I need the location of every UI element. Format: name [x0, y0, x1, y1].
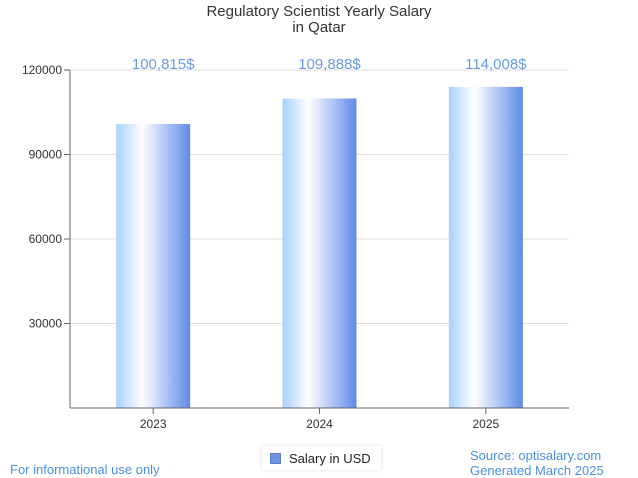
chart-title-line-2: in Qatar	[292, 19, 346, 36]
legend[interactable]: Salary in USD	[262, 446, 381, 470]
x-axis-ticks: 2023 2024 2025	[140, 408, 500, 431]
source-info: Source: optisalary.com Generated March 2…	[470, 448, 604, 478]
data-labels: 100,815$ 109,888$ 114,008$	[132, 56, 527, 73]
legend-label: Salary in USD	[289, 450, 371, 466]
y-tick-label: 30000	[29, 317, 63, 331]
x-tick-label: 2024	[306, 417, 333, 431]
generated-text: Generated March 2025	[470, 463, 604, 478]
bar-2025[interactable]	[448, 86, 523, 408]
disclaimer-text: For informational use only	[10, 462, 160, 477]
data-label-2024: 109,888$	[298, 56, 361, 73]
x-tick-label: 2025	[472, 417, 499, 431]
data-label-2023: 100,815$	[132, 56, 195, 73]
x-tick-label: 2023	[140, 417, 167, 431]
y-tick-label: 120000	[22, 63, 62, 77]
legend-swatch	[270, 452, 281, 464]
bars	[116, 86, 523, 409]
chart-title-line-1: Regulatory Scientist Yearly Salary	[206, 3, 432, 20]
y-tick-label: 90000	[29, 148, 63, 162]
bar-2023[interactable]	[116, 124, 191, 408]
source-text: Source: optisalary.com	[470, 448, 602, 463]
chart-title: Regulatory Scientist Yearly Salary in Qa…	[0, 4, 638, 36]
bar-2024[interactable]	[282, 98, 357, 409]
data-label-2025: 114,008$	[465, 56, 527, 73]
y-axis-ticks: 30000 60000 90000 120000	[22, 63, 70, 331]
y-tick-label: 60000	[29, 232, 63, 246]
